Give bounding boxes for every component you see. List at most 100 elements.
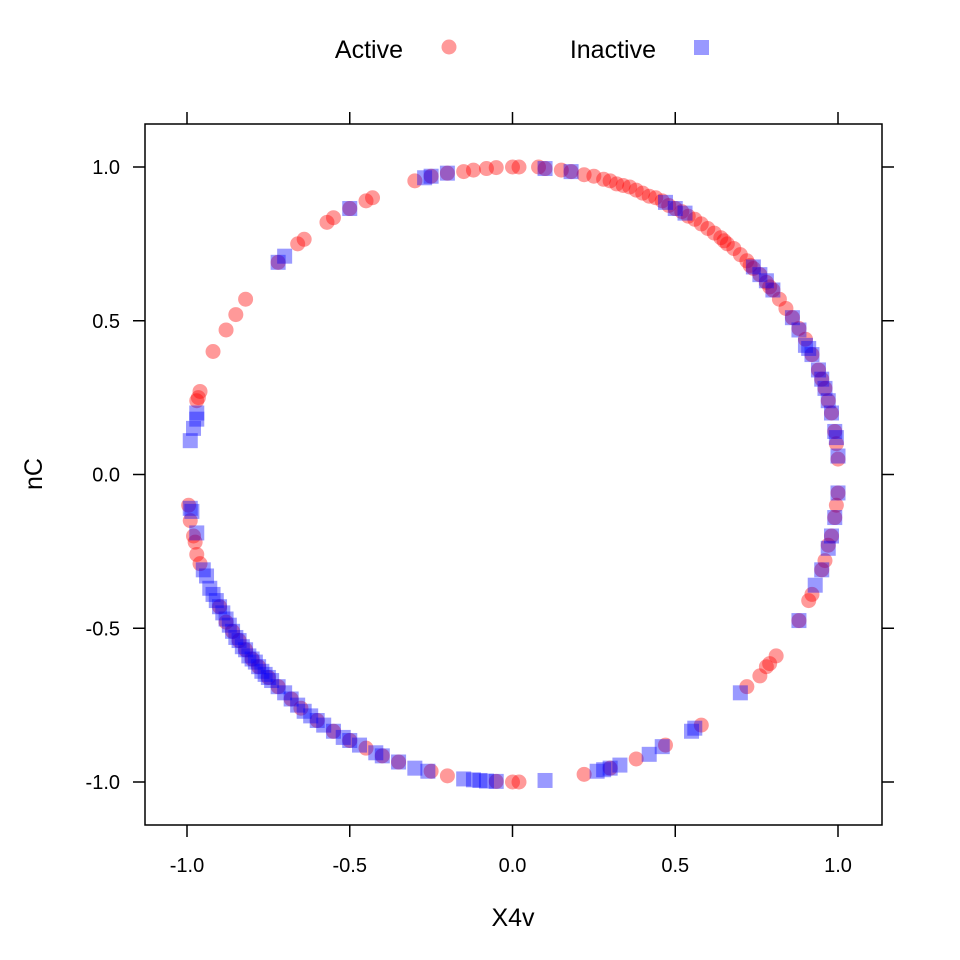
data-point-active <box>758 274 774 290</box>
data-point-inactive <box>231 633 247 649</box>
data-point-active <box>407 173 423 189</box>
plot-panel <box>144 123 883 826</box>
data-point-active <box>814 371 830 387</box>
x-tick-label: 1.0 <box>824 855 852 877</box>
data-point-active <box>205 344 221 359</box>
data-point-inactive <box>596 762 612 778</box>
data-point-active <box>758 659 774 675</box>
data-point-active <box>218 322 234 338</box>
data-point-active <box>290 236 306 252</box>
data-point-inactive <box>189 405 205 421</box>
data-point-active <box>505 159 520 175</box>
data-point-inactive <box>563 164 579 180</box>
data-point-active <box>817 380 833 396</box>
data-point-active <box>814 562 830 578</box>
data-point-active <box>828 436 844 452</box>
x-tick-label: 0.0 <box>499 855 527 877</box>
data-point-active <box>212 599 228 615</box>
data-point-active <box>804 586 820 602</box>
data-point-inactive <box>488 773 504 789</box>
data-point-inactive <box>791 322 807 338</box>
data-point-active <box>190 390 206 406</box>
data-point-active <box>823 405 839 421</box>
data-point-inactive <box>641 746 657 762</box>
data-point-inactive <box>186 420 202 436</box>
data-point-inactive <box>342 732 358 748</box>
data-point-inactive <box>814 562 830 578</box>
x-tick-label: -0.5 <box>333 855 367 877</box>
data-point-active <box>283 691 299 707</box>
data-point-active <box>823 528 839 544</box>
data-point-inactive <box>270 679 286 695</box>
data-point-active <box>745 260 761 276</box>
data-point-active <box>648 190 664 206</box>
data-point-active <box>667 201 683 217</box>
data-point-inactive <box>589 763 605 779</box>
data-point-active <box>784 310 800 326</box>
data-point-inactive <box>335 729 351 745</box>
data-point-inactive <box>765 282 781 298</box>
data-point-inactive <box>456 771 472 787</box>
data-point-inactive <box>817 380 833 396</box>
data-point-active <box>182 513 198 529</box>
data-point-active <box>830 485 846 501</box>
data-point-inactive <box>244 651 260 667</box>
data-point-inactive <box>667 201 683 217</box>
legend-marker-active <box>441 39 457 55</box>
series-active <box>181 159 846 790</box>
data-point-inactive <box>234 639 250 655</box>
data-point-active <box>771 291 787 307</box>
data-point-active <box>752 668 768 684</box>
legend-marker-inactive <box>694 40 709 55</box>
data-point-inactive <box>801 340 817 356</box>
data-point-active <box>827 510 843 526</box>
data-point-active <box>423 168 439 184</box>
data-point-inactive <box>283 691 299 707</box>
data-point-active <box>231 633 247 649</box>
data-point-inactive <box>828 430 844 446</box>
data-point-active <box>576 766 592 782</box>
data-point-inactive <box>205 586 221 602</box>
data-point-active <box>319 214 335 230</box>
data-point-inactive <box>654 739 670 755</box>
data-point-inactive <box>251 659 267 675</box>
data-point-active <box>615 177 631 193</box>
data-point-inactive <box>195 562 211 578</box>
data-point-inactive <box>241 648 257 664</box>
data-point-inactive <box>368 745 384 761</box>
data-point-inactive <box>807 577 823 593</box>
data-point-inactive <box>814 371 830 387</box>
data-point-inactive <box>225 623 241 639</box>
data-point-inactive <box>309 713 325 728</box>
data-point-active <box>358 193 374 209</box>
data-point-active <box>609 176 625 192</box>
data-point-active <box>791 613 807 629</box>
data-point-inactive <box>254 663 270 679</box>
legend-label-active: Active <box>335 36 403 64</box>
data-point-inactive <box>810 362 826 378</box>
data-point-active <box>602 173 618 189</box>
data-point-active <box>700 221 716 236</box>
data-point-active <box>726 240 742 256</box>
data-point-active <box>586 168 602 184</box>
data-point-active <box>628 182 644 198</box>
data-point-active <box>260 669 276 685</box>
data-point-active <box>797 331 813 347</box>
data-point-active <box>439 768 455 784</box>
data-point-active <box>553 162 569 178</box>
data-point-inactive <box>423 168 439 184</box>
data-point-active <box>657 737 673 753</box>
data-point-inactive <box>202 580 218 596</box>
y-axis: -1.0 -0.5 0.0 0.5 1.0 <box>86 157 894 794</box>
data-point-active <box>423 763 439 779</box>
data-point-active <box>358 740 374 756</box>
data-point-active <box>563 164 579 180</box>
data-point-active <box>228 307 244 323</box>
data-point-active <box>817 553 833 569</box>
data-point-inactive <box>342 201 358 217</box>
y-axis-title: nC <box>20 458 48 490</box>
data-point-inactive <box>247 654 263 670</box>
data-point-inactive <box>218 611 234 627</box>
data-point-inactive <box>407 760 423 776</box>
